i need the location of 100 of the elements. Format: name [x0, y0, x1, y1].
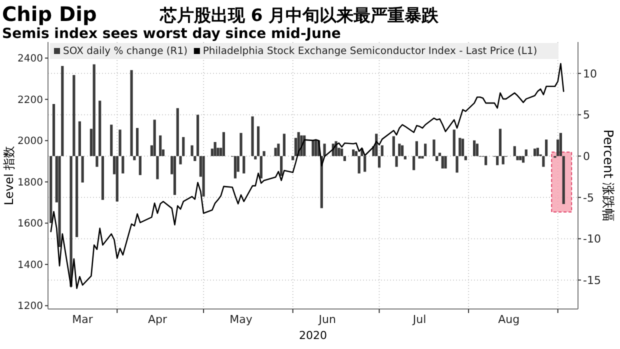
bar	[533, 148, 536, 156]
bar	[138, 156, 142, 176]
bar	[354, 151, 358, 156]
y2-tick-label: -5	[583, 191, 594, 204]
bar	[116, 156, 118, 202]
chart-title: Chip Dip	[2, 2, 97, 26]
bar	[352, 149, 355, 156]
bar	[101, 156, 104, 200]
bar	[194, 156, 196, 162]
bar	[52, 104, 56, 156]
bar	[72, 75, 76, 156]
bar	[444, 156, 447, 168]
bar	[513, 146, 516, 156]
x-tick-label: Aug	[498, 313, 520, 326]
bar	[476, 144, 478, 156]
bar	[418, 156, 421, 159]
bar	[340, 148, 344, 156]
bar	[110, 124, 113, 156]
bar	[412, 156, 416, 170]
y-tick-label: 1600	[18, 218, 43, 230]
bar	[81, 156, 84, 183]
text: 芯片股出现 6 月中旬以来最严重暴跌	[159, 6, 440, 26]
y2-tick-label: -15	[583, 274, 601, 287]
bar	[559, 132, 562, 156]
bar	[242, 156, 246, 174]
bar	[473, 140, 476, 156]
bar	[234, 156, 237, 178]
bar	[421, 156, 424, 159]
bar	[395, 156, 398, 167]
legend-label: SOX daily % change (R1)	[63, 46, 188, 57]
bar	[280, 156, 283, 176]
bar	[496, 156, 499, 166]
bar	[461, 138, 464, 156]
bar	[323, 144, 326, 156]
bar	[536, 148, 539, 156]
y-tick-label: 2200	[18, 94, 43, 106]
x-axis-title: 2020	[299, 329, 327, 342]
bar	[159, 135, 162, 156]
bar	[542, 156, 545, 167]
bar	[118, 130, 122, 156]
bar	[484, 156, 488, 166]
bar	[202, 156, 205, 197]
bar	[136, 128, 139, 156]
bar	[524, 149, 528, 156]
bar	[277, 144, 280, 156]
bar	[392, 136, 395, 156]
bar	[96, 156, 98, 167]
bar	[424, 144, 427, 156]
bar	[70, 156, 72, 287]
x-tick-label: May	[230, 313, 253, 326]
bar	[380, 145, 384, 156]
y2-tick-label: 0	[583, 150, 590, 163]
bar	[415, 141, 418, 156]
bar	[452, 130, 456, 156]
x-tick-label: Apr	[148, 313, 168, 326]
y2-tick-label: 10	[583, 67, 597, 80]
bar	[182, 137, 185, 156]
bar	[378, 156, 381, 168]
bar	[98, 100, 102, 156]
bar	[133, 156, 136, 160]
bar	[156, 156, 159, 180]
bar	[130, 70, 133, 156]
bar	[502, 156, 504, 164]
y2-axis-title: Percent 涨跌幅	[600, 129, 615, 222]
bar	[122, 156, 124, 174]
bar	[398, 144, 401, 156]
y-tick-label: 1200	[18, 301, 43, 312]
bar	[76, 156, 78, 238]
bar	[254, 156, 257, 160]
bar	[153, 120, 156, 156]
bar	[292, 156, 294, 160]
bar	[441, 156, 444, 168]
bar	[432, 140, 436, 156]
bar	[222, 132, 226, 156]
bar	[545, 140, 548, 156]
y2-tick-label: -10	[583, 232, 601, 246]
bar	[458, 138, 462, 156]
x-tick-label: Mar	[72, 313, 94, 326]
bar	[464, 156, 467, 160]
bar	[282, 134, 286, 156]
bar	[92, 64, 96, 156]
chart-subtitle: Semis index sees worst day since mid-June	[2, 26, 341, 42]
x-tick-label: Jul	[412, 313, 426, 326]
y-tick-label: 2400	[18, 54, 43, 65]
bar	[343, 156, 346, 162]
legend-label: Philadelphia Stock Exchange Semiconductor Index - Last Price (L1)	[202, 46, 538, 57]
bar	[251, 116, 254, 156]
bar	[176, 108, 179, 156]
bar	[436, 156, 438, 162]
bar	[456, 156, 458, 173]
bar	[256, 126, 260, 156]
bar	[61, 66, 64, 156]
y-tick-label: 1400	[18, 260, 43, 271]
bar	[516, 156, 519, 160]
y-tick-label: 1800	[18, 177, 43, 188]
bar	[260, 156, 262, 178]
bar	[522, 156, 525, 163]
bar	[498, 128, 502, 156]
bar	[364, 156, 366, 172]
x-tick-label: Jun	[318, 313, 336, 326]
